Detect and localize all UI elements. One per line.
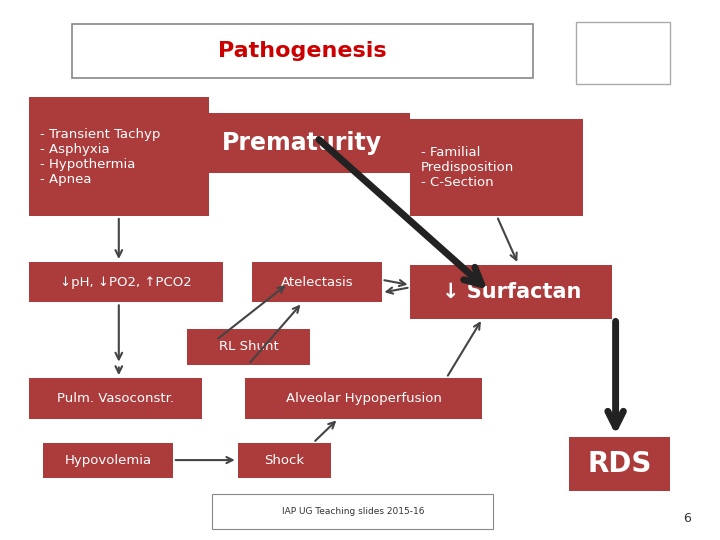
FancyBboxPatch shape — [72, 24, 533, 78]
Text: ↓pH, ↓PO2, ↑PCO2: ↓pH, ↓PO2, ↑PCO2 — [60, 275, 192, 289]
Text: Shock: Shock — [264, 454, 305, 467]
Text: - Familial
Predisposition
- C-Section: - Familial Predisposition - C-Section — [421, 146, 515, 189]
Text: Alveolar Hypoperfusion: Alveolar Hypoperfusion — [286, 392, 441, 405]
FancyBboxPatch shape — [212, 494, 493, 529]
FancyBboxPatch shape — [187, 329, 310, 364]
Text: ↓ Surfactan: ↓ Surfactan — [441, 281, 581, 302]
Text: Atelectasis: Atelectasis — [281, 275, 353, 289]
FancyBboxPatch shape — [576, 22, 670, 84]
Text: - Transient Tachyp
- Asphyxia
- Hypothermia
- Apnea: - Transient Tachyp - Asphyxia - Hypother… — [40, 127, 160, 186]
FancyBboxPatch shape — [245, 378, 482, 419]
Text: RL Shunt: RL Shunt — [219, 340, 278, 354]
FancyBboxPatch shape — [194, 113, 410, 173]
Text: 6: 6 — [683, 512, 691, 525]
Text: Hypovolemia: Hypovolemia — [64, 454, 152, 467]
Text: IAP UG Teaching slides 2015-16: IAP UG Teaching slides 2015-16 — [282, 507, 424, 516]
Text: Prematurity: Prematurity — [222, 131, 382, 155]
Text: RDS: RDS — [587, 450, 652, 478]
FancyBboxPatch shape — [43, 443, 173, 478]
FancyBboxPatch shape — [29, 378, 202, 419]
FancyBboxPatch shape — [569, 437, 670, 491]
FancyBboxPatch shape — [29, 262, 223, 302]
FancyBboxPatch shape — [29, 97, 209, 216]
FancyBboxPatch shape — [410, 119, 583, 216]
Text: Pathogenesis: Pathogenesis — [218, 41, 387, 62]
FancyBboxPatch shape — [410, 265, 612, 319]
Text: Pulm. Vasoconstr.: Pulm. Vasoconstr. — [57, 392, 174, 405]
FancyBboxPatch shape — [238, 443, 331, 478]
FancyBboxPatch shape — [252, 262, 382, 302]
